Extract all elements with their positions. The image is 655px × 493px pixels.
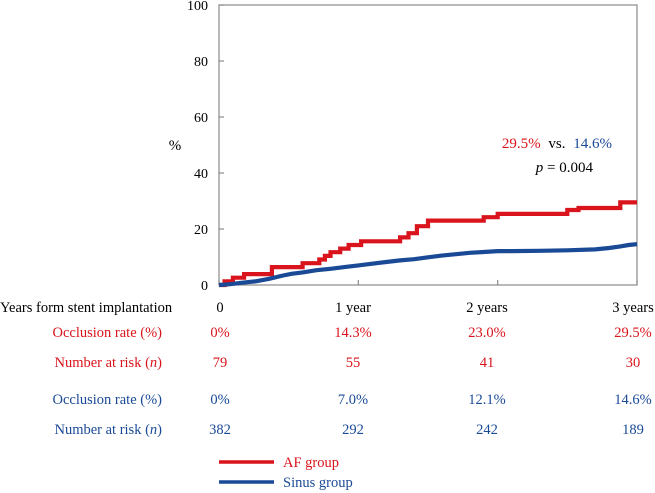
y-tick-label: 40 (194, 167, 208, 182)
table-cell: 0% (210, 325, 229, 341)
row-label-close: ) (157, 422, 162, 438)
series-layer (218, 200, 638, 288)
table-row-label: Number at risk (n) (54, 355, 162, 371)
table-cell: 30 (626, 355, 641, 371)
legend: AF group Sinus group (219, 455, 353, 491)
x-axis-ticks: 0 1 year 2 years 3 years (216, 280, 654, 316)
table-cell: 41 (480, 355, 495, 371)
x-axis-label: Years form stent implantation (0, 300, 173, 316)
af-group-line (219, 200, 637, 288)
x-tick-label: 0 (216, 300, 223, 316)
x-tick-label: 3 years (612, 300, 654, 316)
row-label-n: n (150, 355, 157, 371)
table-row-label: Occlusion rate (%) (52, 325, 162, 341)
table-cell: 79 (213, 355, 228, 371)
table-cell: 14.3% (334, 325, 371, 341)
table-cell: 189 (622, 422, 644, 438)
row-label-n: n (150, 422, 157, 438)
risk-table: Occlusion rate (%) 0% 14.3% 23.0% 29.5% Numbe… (52, 325, 651, 438)
y-tick-label: 20 (194, 223, 208, 238)
sinus-final-rate: 14.6% (573, 136, 612, 152)
sinus-group-line (218, 242, 638, 288)
x-tick-label: 2 years (466, 300, 508, 316)
table-cell: 382 (209, 422, 231, 438)
p-value: p = 0.004 (535, 160, 594, 176)
table-cell: 292 (342, 422, 364, 438)
p-value-text: = 0.004 (543, 160, 593, 176)
y-axis-label: % (169, 138, 182, 154)
table-cell: 29.5% (614, 325, 651, 341)
table-cell: 23.0% (468, 325, 505, 341)
comparison-annotation: 29.5% vs. 14.6% (502, 136, 612, 152)
legend-label: AF group (283, 455, 339, 471)
table-cell: 0% (210, 392, 229, 408)
table-cell: 7.0% (338, 392, 368, 408)
row-label-text: Number at risk ( (54, 355, 150, 371)
table-cell: 14.6% (614, 392, 651, 408)
legend-label: Sinus group (283, 475, 353, 491)
table-cell: 242 (476, 422, 498, 438)
y-tick-label: 0 (201, 279, 208, 294)
af-final-rate: 29.5% (502, 136, 541, 152)
y-tick-label: 60 (194, 111, 208, 126)
p-symbol: p (535, 160, 544, 176)
row-label-text: Occlusion rate (%) (52, 392, 162, 408)
vs-text: vs. (548, 136, 565, 152)
table-row-label: Occlusion rate (%) (52, 392, 162, 408)
table-cell: 55 (346, 355, 361, 371)
y-axis-ticks: 0 20 40 60 80 100 (187, 0, 224, 294)
row-label-text: Occlusion rate (%) (52, 325, 162, 341)
y-tick-label: 100 (187, 0, 208, 14)
plot-frame (218, 4, 638, 286)
table-row-label: Number at risk (n) (54, 422, 162, 438)
row-label-close: ) (157, 355, 162, 371)
row-label-text: Number at risk ( (54, 422, 150, 438)
y-tick-label: 80 (194, 55, 208, 70)
x-tick-label: 1 year (335, 300, 371, 316)
table-cell: 12.1% (468, 392, 505, 408)
